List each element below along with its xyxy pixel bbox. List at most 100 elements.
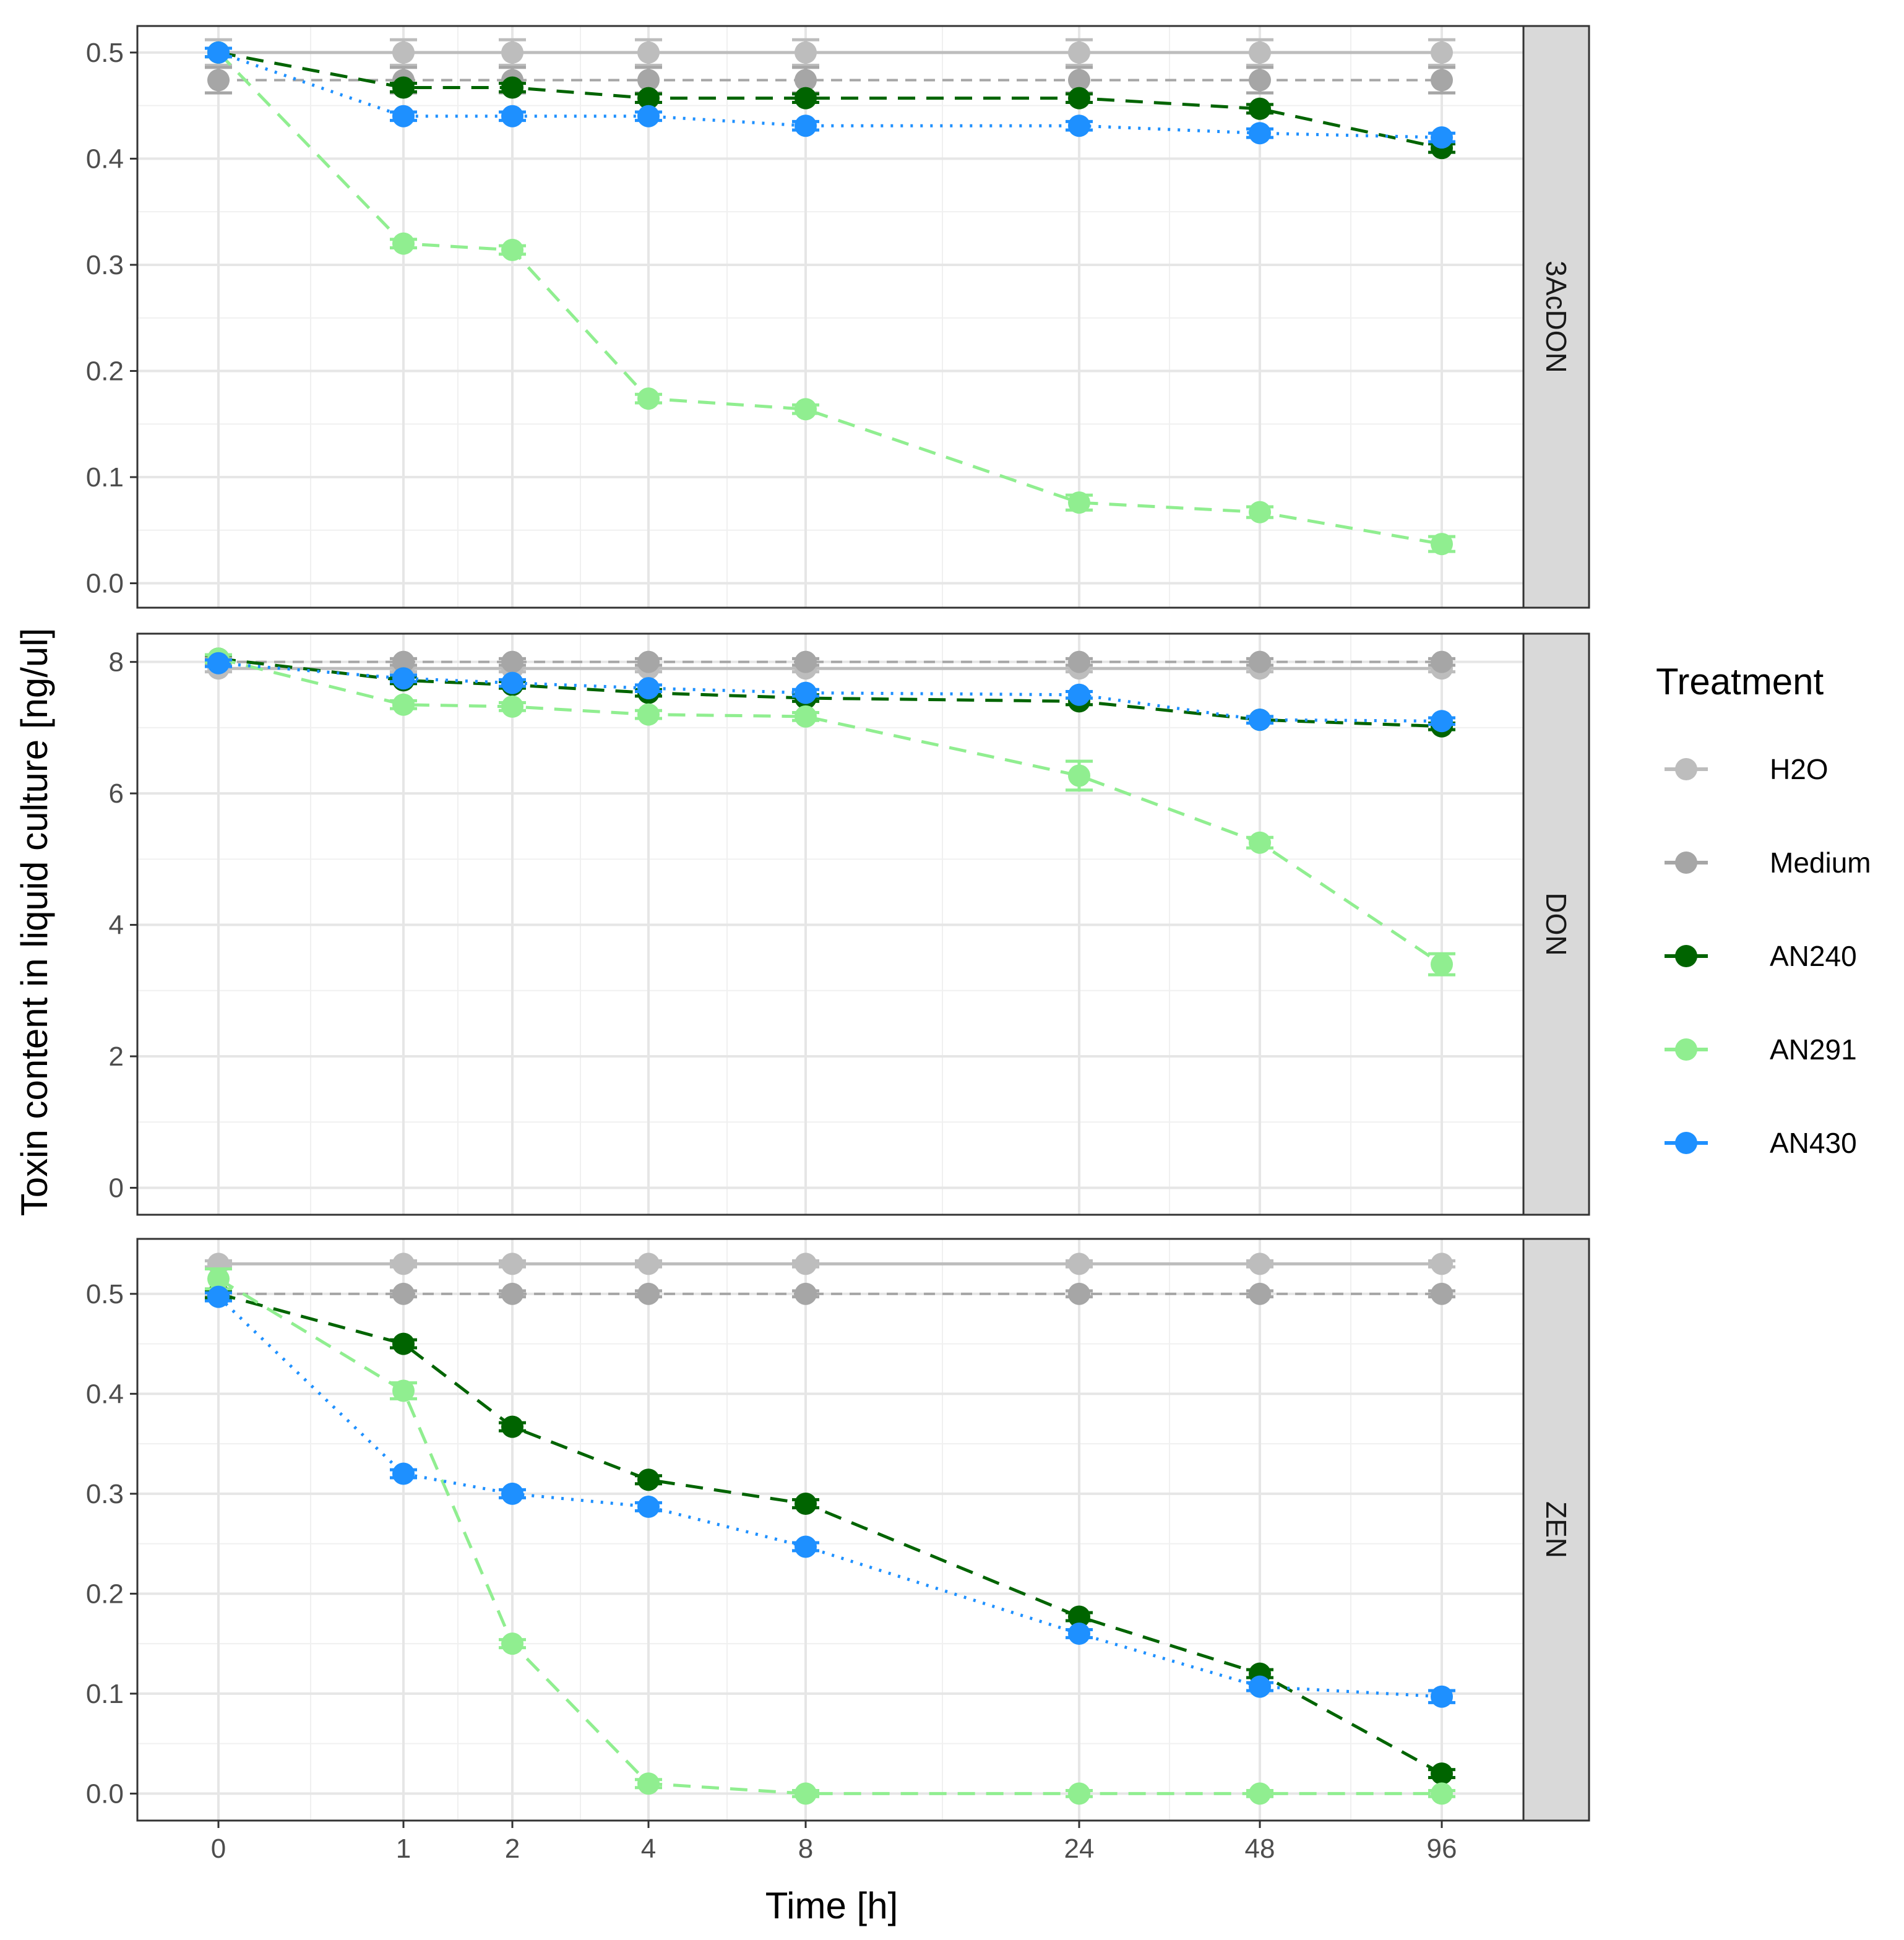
data-point — [207, 41, 230, 64]
data-point — [501, 671, 523, 694]
series-line — [218, 657, 1443, 966]
data-point — [207, 652, 230, 675]
legend-key-point — [1675, 1038, 1697, 1061]
facet-strip-label: ZEN — [1540, 1501, 1572, 1558]
facet-strip-label: DON — [1540, 892, 1572, 955]
data-point — [501, 650, 523, 673]
data-point — [637, 650, 660, 673]
series-line — [217, 1295, 1442, 1699]
data-point — [1249, 122, 1271, 145]
legend-key-point — [1675, 851, 1697, 874]
data-point — [1068, 764, 1090, 787]
legend-key-point — [1675, 1132, 1697, 1154]
data-point — [795, 41, 817, 64]
data-point — [637, 1252, 660, 1275]
data-point — [795, 705, 817, 728]
series-line — [218, 51, 1442, 150]
data-point — [1249, 41, 1271, 64]
x-tick-label: 4 — [641, 1834, 656, 1864]
data-point — [637, 1282, 660, 1305]
y-axis-title: Toxin content in liquid culture [ng/ul] — [14, 628, 55, 1217]
data-point — [1431, 1685, 1453, 1708]
data-point — [1249, 650, 1271, 673]
y-tick-label: 8 — [109, 647, 124, 678]
data-point — [1068, 1622, 1090, 1645]
data-point — [1431, 41, 1453, 64]
series-AN291 — [205, 647, 1455, 976]
data-point — [795, 1782, 817, 1805]
facet-panels: 0.00.10.20.30.40.53AcDON02468DON0.00.10.… — [86, 25, 1590, 1822]
x-tick-label: 1 — [396, 1834, 411, 1864]
data-point — [795, 398, 817, 421]
x-tick-label: 0 — [211, 1834, 226, 1864]
data-point — [1431, 69, 1453, 92]
data-point — [1068, 1282, 1090, 1305]
data-point — [501, 1632, 523, 1655]
facet-strip — [1522, 25, 1590, 609]
data-point — [795, 69, 817, 92]
data-point — [1068, 491, 1090, 514]
series-AN430 — [205, 41, 1455, 149]
series-AN430 — [205, 652, 1455, 733]
data-point — [1431, 650, 1453, 673]
legend-item-AN291: AN291 — [1665, 1033, 1857, 1066]
panel-DON: 0 2 4 6 8 DON — [109, 632, 1590, 1216]
data-point — [207, 1267, 230, 1290]
series-H2O — [205, 38, 1455, 67]
data-point — [392, 650, 415, 673]
data-point — [392, 41, 415, 64]
legend-label: Medium — [1770, 847, 1871, 879]
series-Medium — [205, 1282, 1455, 1305]
y-tick-label: 0.4 — [86, 1379, 124, 1409]
data-point — [1249, 1782, 1271, 1805]
data-point — [1249, 1282, 1271, 1305]
data-point — [637, 387, 660, 410]
x-tick-label: 2 — [505, 1834, 520, 1864]
legend-label: AN430 — [1770, 1127, 1857, 1159]
y-tick-label: 0.1 — [86, 462, 124, 493]
legend-item-AN430: AN430 — [1665, 1127, 1857, 1159]
data-point — [795, 681, 817, 704]
legend-key-point — [1675, 945, 1697, 967]
y-tick-label: 0.5 — [86, 1279, 124, 1309]
data-point — [795, 1252, 817, 1275]
y-tick-label: 2 — [109, 1041, 124, 1072]
data-point — [392, 1379, 415, 1402]
data-point — [795, 1535, 817, 1558]
data-point — [1431, 710, 1453, 733]
data-point — [637, 105, 660, 127]
facet-strip — [1522, 632, 1590, 1216]
data-point — [392, 105, 415, 127]
legend-item-Medium: Medium — [1665, 847, 1871, 879]
data-point — [392, 232, 415, 255]
data-point — [501, 76, 523, 99]
data-point — [1431, 1282, 1453, 1305]
y-tick-label: 0.3 — [86, 1479, 124, 1509]
facet-strip-label: 3AcDON — [1540, 261, 1572, 373]
y-tick-label: 0.0 — [86, 1778, 124, 1809]
data-point — [501, 105, 523, 127]
data-point — [1249, 69, 1271, 92]
data-point — [795, 1493, 817, 1515]
series-line — [217, 51, 1442, 546]
data-point — [501, 1282, 523, 1305]
y-tick-label: 0.2 — [86, 1579, 124, 1609]
y-tick-label: 0.2 — [86, 356, 124, 386]
data-point — [1249, 831, 1271, 854]
data-point — [637, 41, 660, 64]
legend-label: AN240 — [1770, 940, 1857, 972]
data-point — [1068, 41, 1090, 64]
legend: Treatment H2O Medium AN240 AN291 AN430 — [1656, 661, 1871, 1159]
y-tick-label: 0.4 — [86, 144, 124, 174]
data-point — [795, 114, 817, 137]
data-point — [392, 1252, 415, 1275]
legend-item-AN240: AN240 — [1665, 940, 1857, 972]
series-line — [217, 1277, 1442, 1795]
data-point — [637, 703, 660, 726]
data-point — [1068, 1605, 1090, 1628]
y-tick-label: 6 — [109, 778, 124, 809]
data-point — [1249, 1252, 1271, 1275]
legend-item-H2O: H2O — [1665, 753, 1829, 785]
